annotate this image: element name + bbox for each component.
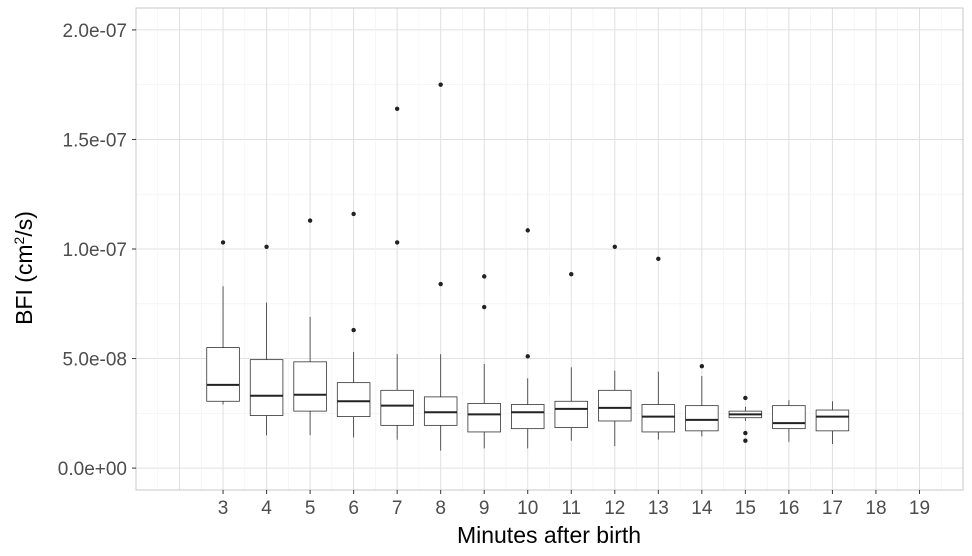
box-group: [293, 218, 327, 436]
x-tick-label: 11: [561, 498, 581, 519]
y-tick-label: 0.0e+00: [58, 459, 127, 480]
outlier-point: [743, 395, 748, 401]
x-tick-label: 4: [261, 498, 272, 519]
outlier-point: [264, 244, 269, 250]
box-group: [206, 240, 240, 405]
iqr-box: [336, 382, 371, 418]
outlier-point: [438, 281, 443, 287]
iqr-box: [772, 405, 806, 430]
box-group: [249, 244, 284, 436]
y-tick-label: 5.0e-08: [63, 350, 127, 371]
iqr-box: [641, 404, 676, 433]
outlier-point: [699, 364, 705, 369]
x-tick-label: 7: [392, 498, 403, 519]
iqr-box: [206, 347, 240, 402]
x-tick-label: 15: [735, 498, 756, 519]
x-tick-label: 13: [648, 498, 669, 519]
iqr-box: [423, 396, 458, 426]
y-axis-ticks: 0.0e+00 5.0e-08 1.0e-07 1.5e-07 2.0e-07: [58, 21, 136, 480]
outlier-point: [482, 274, 487, 279]
box-group: [815, 401, 850, 444]
x-axis-title: Minutes after birth: [457, 522, 641, 548]
iqr-box: [554, 400, 588, 428]
box-group: [554, 271, 588, 441]
outlier-point: [656, 256, 661, 262]
x-tick-label: 14: [691, 498, 713, 519]
y-tick-label: 1.5e-07: [63, 130, 127, 151]
box-group: [467, 274, 501, 449]
y-axis-title-superscript: 2: [11, 236, 27, 244]
box-series: [206, 82, 850, 451]
iqr-box: [467, 403, 501, 433]
outlier-point: [525, 354, 530, 359]
box-group: [772, 400, 806, 442]
outlier-point: [351, 211, 356, 217]
x-axis-ticks: 3 4 5 6 7 8 9 10 11 12 13 14 15 16 17 18 19: [218, 490, 930, 519]
iqr-box: [685, 405, 719, 432]
outlier-point: [569, 271, 574, 277]
iqr-box: [815, 409, 850, 432]
x-tick-label: 12: [604, 498, 625, 519]
y-axis-title-suffix: /s): [11, 211, 37, 237]
iqr-box: [598, 389, 632, 422]
box-group: [511, 228, 545, 449]
box-group: [380, 106, 414, 440]
x-tick-label: 6: [348, 498, 359, 519]
box-group: [336, 211, 371, 438]
x-tick-label: 5: [305, 498, 316, 519]
y-tick-label: 2.0e-07: [63, 21, 127, 42]
box-group: [423, 82, 458, 451]
outlier-point: [482, 304, 487, 310]
iqr-box: [511, 404, 545, 430]
outlier-point: [351, 327, 356, 333]
outlier-point: [612, 244, 617, 250]
iqr-box: [380, 389, 414, 426]
outlier-point: [394, 106, 400, 111]
y-axis-title-prefix: BFI (cm: [11, 244, 37, 325]
box-group: [641, 256, 676, 440]
outlier-point: [743, 438, 748, 443]
y-axis-title: BFI (cm2/s): [11, 211, 37, 325]
outlier-point: [438, 82, 443, 87]
box-group: [685, 364, 719, 437]
x-tick-label: 8: [435, 498, 446, 519]
x-tick-label: 19: [909, 498, 930, 519]
iqr-box: [293, 361, 327, 412]
outlier-point: [525, 228, 530, 233]
box-group: [728, 395, 763, 443]
x-tick-label: 9: [479, 498, 490, 519]
x-tick-label: 17: [822, 498, 843, 519]
x-tick-label: 16: [778, 498, 799, 519]
outlier-point: [307, 218, 313, 223]
iqr-box: [249, 359, 284, 416]
outlier-point: [220, 240, 226, 245]
outlier-point: [394, 240, 400, 245]
x-tick-label: 10: [517, 498, 538, 519]
x-tick-label: 18: [865, 498, 886, 519]
y-tick-label: 1.0e-07: [63, 240, 127, 261]
box-group: [598, 244, 632, 447]
outlier-point: [743, 430, 748, 436]
x-tick-label: 3: [218, 498, 229, 519]
